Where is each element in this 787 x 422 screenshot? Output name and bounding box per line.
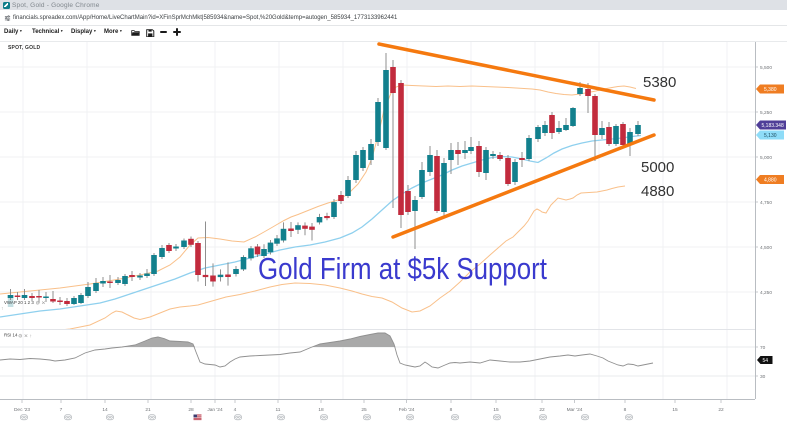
svg-text:Feb '24: Feb '24	[399, 407, 415, 413]
svg-text:22: 22	[539, 407, 545, 413]
svg-text:4: 4	[234, 407, 237, 413]
svg-text:VWAP 20 1 2 3: VWAP 20 1 2 3	[4, 300, 34, 305]
svg-text:4,250: 4,250	[760, 290, 772, 296]
svg-text:21: 21	[145, 407, 151, 413]
svg-text:5,000: 5,000	[760, 155, 772, 161]
svg-text:4,750: 4,750	[760, 200, 772, 206]
svg-text:4,880: 4,880	[764, 177, 777, 183]
svg-text:22: 22	[718, 407, 724, 413]
svg-text:RSI 14: RSI 14	[4, 333, 18, 338]
svg-text:28: 28	[188, 407, 194, 413]
svg-text:70: 70	[760, 345, 766, 351]
svg-text:4880: 4880	[641, 183, 674, 200]
svg-text:7: 7	[60, 407, 63, 413]
svg-text:8: 8	[450, 407, 453, 413]
svg-text:4,500: 4,500	[760, 245, 772, 251]
svg-text:11: 11	[276, 407, 281, 413]
svg-text:Dec '23: Dec '23	[14, 407, 30, 413]
svg-text:5,500: 5,500	[760, 65, 772, 71]
svg-text:5,250: 5,250	[760, 110, 772, 116]
svg-text:18: 18	[318, 407, 324, 413]
svg-text:14: 14	[102, 407, 108, 413]
svg-text:↑: ↑	[1, 306, 4, 312]
svg-text:5380: 5380	[643, 74, 676, 91]
svg-text:Gold Firm at $5k Support: Gold Firm at $5k Support	[258, 251, 547, 286]
svg-text:5,130: 5,130	[764, 133, 777, 139]
svg-text:54: 54	[763, 358, 769, 364]
svg-text:Jan '24: Jan '24	[207, 407, 223, 413]
svg-text:15: 15	[672, 407, 678, 413]
svg-text:5,380: 5,380	[764, 87, 777, 93]
svg-text:5,183.348: 5,183.348	[762, 123, 784, 129]
svg-text:25: 25	[361, 407, 367, 413]
svg-text:Mar '24: Mar '24	[567, 407, 583, 413]
svg-text:⚙ ✕: ⚙ ✕	[36, 301, 46, 307]
svg-text:15: 15	[493, 407, 499, 413]
svg-text:⚙ ✕ ↑: ⚙ ✕ ↑	[18, 334, 32, 340]
svg-text:30: 30	[760, 374, 766, 380]
svg-text:8: 8	[624, 407, 627, 413]
svg-text:5000: 5000	[641, 159, 674, 176]
svg-text:SPOT, GOLD: SPOT, GOLD	[8, 45, 40, 51]
